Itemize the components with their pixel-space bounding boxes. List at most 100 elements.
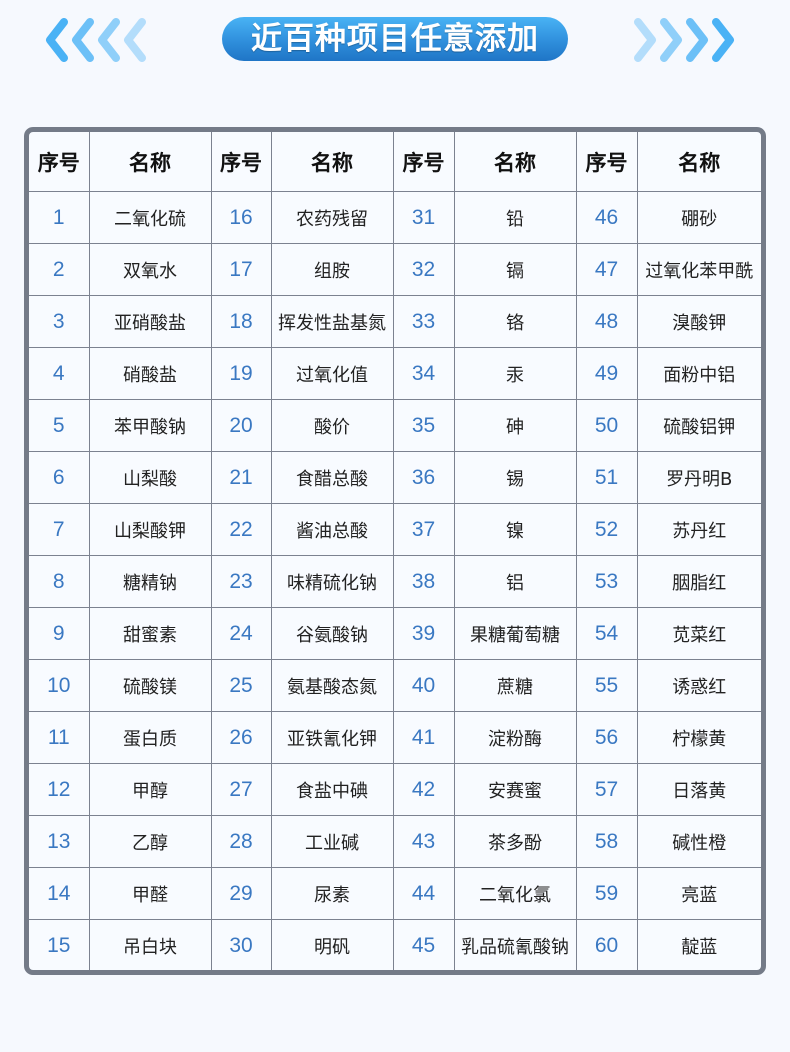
item-name: 苏丹红: [636, 503, 761, 556]
chevrons-left-icon: [44, 18, 160, 62]
item-number: 20: [210, 399, 272, 452]
item-name: 锡: [453, 451, 577, 504]
table-row: 13 乙醇 28 工业碱 43 茶多酚 58 碱性橙: [29, 815, 761, 868]
item-name: 硫酸镁: [88, 659, 212, 712]
item-number: 18: [210, 295, 272, 348]
item-number: 50: [575, 399, 638, 452]
item-number: 59: [575, 867, 638, 920]
item-number: 43: [392, 815, 455, 868]
item-number: 15: [29, 919, 90, 970]
item-number: 30: [210, 919, 272, 970]
item-number: 27: [210, 763, 272, 816]
item-number: 16: [210, 191, 272, 244]
chevrons-right-icon: [630, 18, 746, 62]
item-number: 32: [392, 243, 455, 296]
item-name: 味精硫化钠: [270, 555, 394, 608]
item-name: 淀粉酶: [453, 711, 577, 764]
item-name: 砷: [453, 399, 577, 452]
item-name: 尿素: [270, 867, 394, 920]
column-header-name: 名称: [636, 132, 761, 192]
item-name: 胭脂红: [636, 555, 761, 608]
item-number: 4: [29, 347, 90, 400]
item-number: 51: [575, 451, 638, 504]
item-name: 明矾: [270, 919, 394, 970]
item-name: 蔗糖: [453, 659, 577, 712]
test-items-table: 序号 名称 序号 名称 序号 名称 序号 名称 1 二氧化硫 16 农药残留 31 铅 46 硼砂 2 双氧水 1…: [24, 127, 766, 975]
item-number: 5: [29, 399, 90, 452]
item-name: 果糖葡萄糖: [453, 607, 577, 660]
item-number: 56: [575, 711, 638, 764]
item-name: 酱油总酸: [270, 503, 394, 556]
item-number: 24: [210, 607, 272, 660]
item-number: 34: [392, 347, 455, 400]
item-number: 33: [392, 295, 455, 348]
item-name: 日落黄: [636, 763, 761, 816]
item-number: 45: [392, 919, 455, 970]
item-name: 二氧化氯: [453, 867, 577, 920]
item-name: 茶多酚: [453, 815, 577, 868]
item-name: 亮蓝: [636, 867, 761, 920]
item-name: 甲醛: [88, 867, 212, 920]
column-header-number: 序号: [575, 132, 638, 192]
item-number: 28: [210, 815, 272, 868]
item-name: 铅: [453, 191, 577, 244]
item-number: 37: [392, 503, 455, 556]
item-name: 吊白块: [88, 919, 212, 970]
item-name: 亚硝酸盐: [88, 295, 212, 348]
item-number: 25: [210, 659, 272, 712]
item-number: 23: [210, 555, 272, 608]
item-name: 铬: [453, 295, 577, 348]
item-number: 13: [29, 815, 90, 868]
item-number: 6: [29, 451, 90, 504]
item-name: 甲醇: [88, 763, 212, 816]
item-number: 17: [210, 243, 272, 296]
table-row: 11 蛋白质 26 亚铁氰化钾 41 淀粉酶 56 柠檬黄: [29, 711, 761, 764]
item-name: 过氧化值: [270, 347, 394, 400]
table-header-row: 序号 名称 序号 名称 序号 名称 序号 名称: [29, 132, 761, 192]
item-name: 工业碱: [270, 815, 394, 868]
item-name: 双氧水: [88, 243, 212, 296]
item-number: 38: [392, 555, 455, 608]
table-row: 3 亚硝酸盐 18 挥发性盐基氮 33 铬 48 溴酸钾: [29, 295, 761, 348]
item-name: 硫酸铝钾: [636, 399, 761, 452]
item-name: 诱惑红: [636, 659, 761, 712]
item-number: 55: [575, 659, 638, 712]
item-number: 40: [392, 659, 455, 712]
item-number: 36: [392, 451, 455, 504]
item-number: 48: [575, 295, 638, 348]
item-number: 47: [575, 243, 638, 296]
item-name: 过氧化苯甲酰: [636, 243, 761, 296]
item-number: 42: [392, 763, 455, 816]
item-name: 农药残留: [270, 191, 394, 244]
item-name: 谷氨酸钠: [270, 607, 394, 660]
item-number: 53: [575, 555, 638, 608]
table-row: 15 吊白块 30 明矾 45 乳品硫氰酸钠 60 靛蓝: [29, 919, 761, 970]
table-row: 10 硫酸镁 25 氨基酸态氮 40 蔗糖 55 诱惑红: [29, 659, 761, 712]
item-number: 46: [575, 191, 638, 244]
column-header-number: 序号: [29, 132, 90, 192]
item-name: 食盐中碘: [270, 763, 394, 816]
item-name: 苋菜红: [636, 607, 761, 660]
item-number: 8: [29, 555, 90, 608]
table-row: 14 甲醛 29 尿素 44 二氧化氯 59 亮蓝: [29, 867, 761, 920]
table-row: 8 糖精钠 23 味精硫化钠 38 铝 53 胭脂红: [29, 555, 761, 608]
column-header-name: 名称: [88, 132, 212, 192]
item-name: 乳品硫氰酸钠: [453, 919, 577, 970]
item-number: 12: [29, 763, 90, 816]
item-name: 硼砂: [636, 191, 761, 244]
item-name: 溴酸钾: [636, 295, 761, 348]
table-row: 4 硝酸盐 19 过氧化值 34 汞 49 面粉中铝: [29, 347, 761, 400]
item-number: 49: [575, 347, 638, 400]
item-name: 组胺: [270, 243, 394, 296]
item-number: 54: [575, 607, 638, 660]
item-name: 乙醇: [88, 815, 212, 868]
item-name: 糖精钠: [88, 555, 212, 608]
table-row: 1 二氧化硫 16 农药残留 31 铅 46 硼砂: [29, 191, 761, 244]
item-name: 山梨酸钾: [88, 503, 212, 556]
item-name: 靛蓝: [636, 919, 761, 970]
item-number: 1: [29, 191, 90, 244]
item-name: 挥发性盐基氮: [270, 295, 394, 348]
table-row: 7 山梨酸钾 22 酱油总酸 37 镍 52 苏丹红: [29, 503, 761, 556]
item-number: 26: [210, 711, 272, 764]
item-number: 11: [29, 711, 90, 764]
